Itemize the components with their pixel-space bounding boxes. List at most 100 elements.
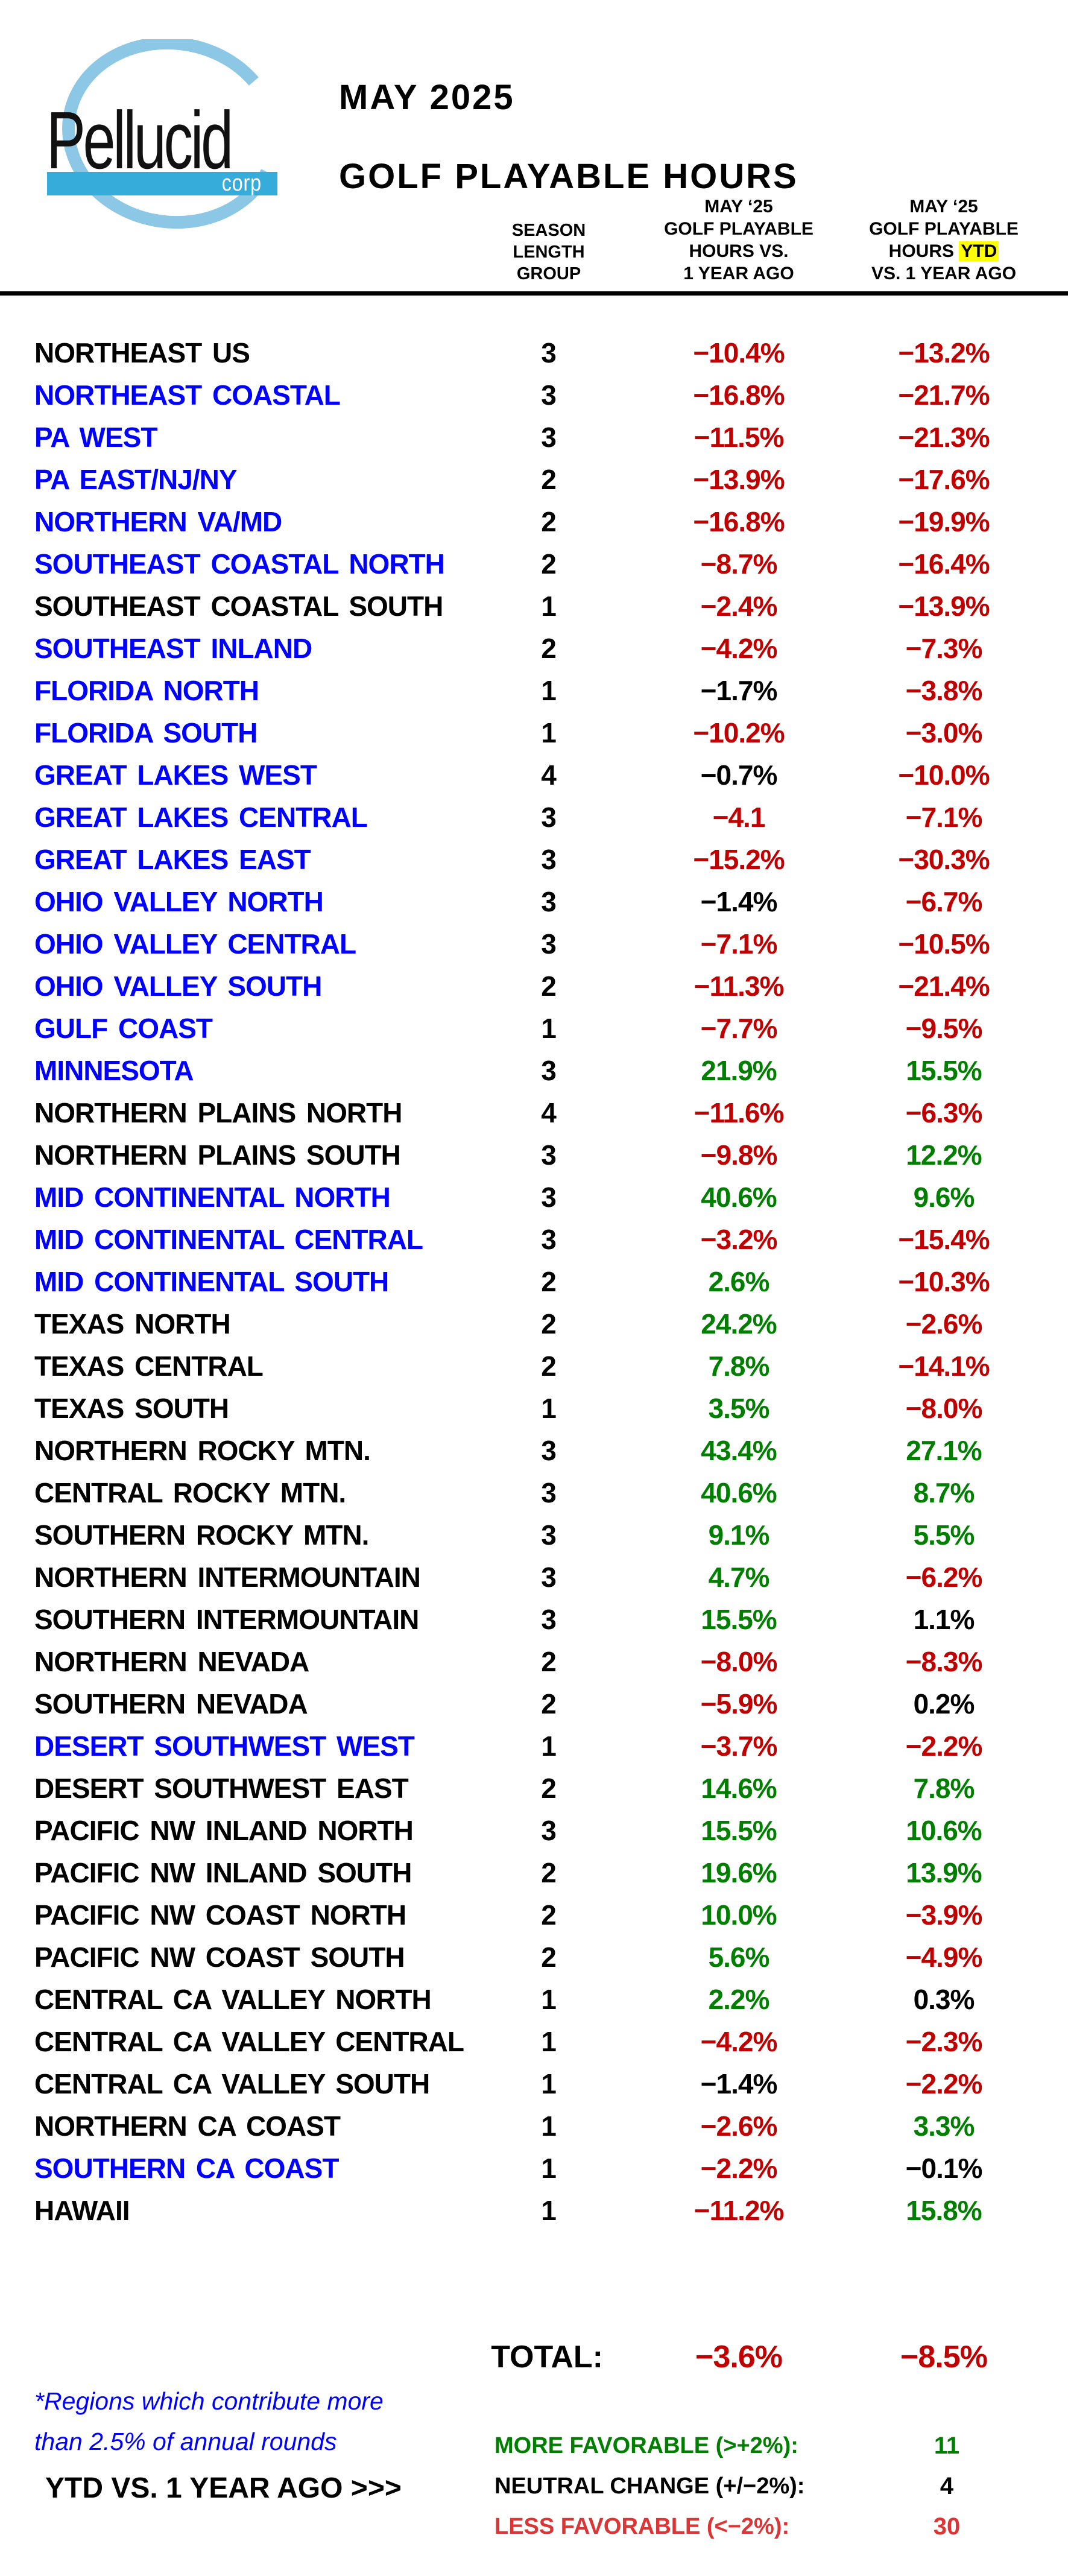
column-header-month-vs-year-ago: MAY ‘25 GOLF PLAYABLE HOURS VS. 1 YEAR A… <box>621 195 856 285</box>
ytd-vs-year-ago-value: −8.0% <box>905 1393 983 1424</box>
month-vs-year-ago-value: −8.7% <box>700 548 778 580</box>
table-row: PACIFIC NW COAST NORTH 2 10.0% −3.9% <box>0 1894 1068 1936</box>
season-length-group-value: 3 <box>541 1815 557 1846</box>
col2-header-line: VS. 1 YEAR AGO <box>871 264 1017 283</box>
logo-ellipse-icon <box>62 39 282 229</box>
ytd-vs-year-ago-value: −2.2% <box>905 2068 983 2100</box>
month-vs-year-ago-value: 14.6% <box>701 1773 777 1804</box>
region-label: NORTHERN ROCKY MTN. <box>34 1435 371 1466</box>
month-vs-year-ago-value: 9.1% <box>708 1519 770 1551</box>
region-label: NORTHERN CA COAST <box>34 2110 341 2142</box>
month-vs-year-ago-value: 19.6% <box>701 1857 777 1888</box>
title-subject: GOLF PLAYABLE HOURS <box>339 157 798 196</box>
month-vs-year-ago-value: −3.2% <box>700 1224 778 1255</box>
month-vs-year-ago-value: −1.7% <box>700 675 778 706</box>
table-row: DESERT SOUTHWEST WEST 1 −3.7% −2.2% <box>0 1725 1068 1767</box>
ytd-vs-year-ago-value: −10.3% <box>898 1266 990 1297</box>
total-row: TOTAL: −3.6% −8.5% <box>0 2333 1068 2381</box>
month-vs-year-ago-value: 15.5% <box>701 1815 777 1846</box>
table-row: NORTHERN PLAINS SOUTH 3 −9.8% 12.2% <box>0 1134 1068 1176</box>
table-row: SOUTHERN ROCKY MTN. 3 9.1% 5.5% <box>0 1514 1068 1556</box>
month-vs-year-ago-value: −7.7% <box>700 1013 778 1044</box>
page-title: MAY 2025 GOLF PLAYABLE HOURS <box>339 77 798 197</box>
month-vs-year-ago-value: 21.9% <box>701 1055 777 1086</box>
table-row: TEXAS CENTRAL 2 7.8% −14.1% <box>0 1345 1068 1387</box>
legend-count: 11 <box>934 2432 960 2459</box>
table-row: CENTRAL CA VALLEY NORTH 1 2.2% 0.3% <box>0 1978 1068 2021</box>
ytd-vs-year-ago-value: −9.5% <box>905 1013 983 1044</box>
month-vs-year-ago-value: −10.2% <box>693 717 785 748</box>
season-length-group-value: 1 <box>541 2195 557 2226</box>
table-row: SOUTHERN CA COAST 1 −2.2% −0.1% <box>0 2147 1068 2189</box>
month-vs-year-ago-value: −0.7% <box>700 759 778 791</box>
ytd-vs-year-ago-value: −6.2% <box>905 1562 983 1593</box>
ytd-vs-year-ago-value: 12.2% <box>906 1139 982 1171</box>
season-length-group-value: 1 <box>541 590 557 622</box>
month-vs-year-ago-value: 24.2% <box>701 1308 777 1340</box>
month-vs-year-ago-value: 7.8% <box>708 1350 770 1382</box>
month-vs-year-ago-value: −11.6% <box>694 1097 785 1128</box>
region-label: CENTRAL CA VALLEY NORTH <box>34 1984 432 2015</box>
col1-header-line: MAY ‘25 <box>704 197 773 217</box>
season-length-group-value: 3 <box>541 1139 557 1171</box>
region-label: PA EAST/NJ/NY <box>34 464 238 495</box>
table-row: OHIO VALLEY NORTH 3 −1.4% −6.7% <box>0 881 1068 923</box>
ytd-vs-year-ago-value: 27.1% <box>906 1435 982 1466</box>
table-row: PACIFIC NW COAST SOUTH 2 5.6% −4.9% <box>0 1936 1068 1978</box>
season-length-group-value: 2 <box>541 548 557 580</box>
ytd-vs-year-ago-value: 9.6% <box>913 1182 975 1213</box>
col1-header-line: GOLF PLAYABLE <box>664 219 814 239</box>
region-label: SOUTHEAST INLAND <box>34 633 312 664</box>
ytd-vs-year-ago-value: −21.3% <box>898 422 990 453</box>
month-vs-year-ago-value: −10.4% <box>693 337 785 369</box>
ytd-vs-year-ago-value: −4.9% <box>905 1941 983 1973</box>
legend-item: LESS FAVORABLE (<−2%): 30 <box>495 2507 1019 2547</box>
region-label: SOUTHERN ROCKY MTN. <box>34 1519 369 1551</box>
ytd-vs-year-ago-value: −2.2% <box>905 1730 983 1762</box>
region-label: PACIFIC NW INLAND NORTH <box>34 1815 414 1846</box>
region-label: CENTRAL CA VALLEY SOUTH <box>34 2068 430 2100</box>
region-label: PACIFIC NW INLAND SOUTH <box>34 1857 412 1888</box>
footnote: *Regions which contribute more than 2.5%… <box>34 2381 384 2462</box>
table-row: SOUTHEAST INLAND 2 −4.2% −7.3% <box>0 627 1068 669</box>
table-row: NORTHERN ROCKY MTN. 3 43.4% 27.1% <box>0 1429 1068 1472</box>
region-label: CENTRAL ROCKY MTN. <box>34 1477 346 1508</box>
season-length-group-value: 3 <box>541 802 557 833</box>
month-vs-year-ago-value: −2.6% <box>700 2110 778 2142</box>
col2-hours-text: HOURS <box>888 241 959 261</box>
ytd-vs-year-ago-value: −16.4% <box>898 548 990 580</box>
col2-header-line: GOLF PLAYABLE <box>869 219 1019 239</box>
season-length-group-value: 2 <box>541 1266 557 1297</box>
season-length-group-value: 1 <box>541 2153 557 2184</box>
month-vs-year-ago-value: 40.6% <box>701 1182 777 1213</box>
season-length-group-value: 1 <box>541 1730 557 1762</box>
ytd-vs-year-ago-value: 15.5% <box>906 1055 982 1086</box>
region-label: NORTHERN PLAINS SOUTH <box>34 1139 401 1171</box>
ytd-vs-year-ago-value: 0.3% <box>913 1984 975 2015</box>
region-label: NORTHEAST COASTAL <box>34 379 341 411</box>
ytd-vs-year-ago-value: −17.6% <box>898 464 990 495</box>
ytd-vs-year-ago-value: 13.9% <box>906 1857 982 1888</box>
table-row: HAWAII 1 −11.2% 15.8% <box>0 2189 1068 2232</box>
month-vs-year-ago-value: 15.5% <box>701 1604 777 1635</box>
ytd-pointer-label: YTD VS. 1 YEAR AGO >>> <box>45 2472 402 2504</box>
region-label: DESERT SOUTHWEST WEST <box>34 1730 415 1762</box>
month-vs-year-ago-value: −2.2% <box>700 2153 778 2184</box>
ytd-vs-year-ago-value: −3.0% <box>905 717 983 748</box>
table-row: DESERT SOUTHWEST EAST 2 14.6% 7.8% <box>0 1767 1068 1809</box>
region-label: SOUTHERN CA COAST <box>34 2153 339 2184</box>
month-vs-year-ago-value: 2.2% <box>708 1984 770 2015</box>
title-month: MAY 2025 <box>339 78 515 117</box>
col2-header-line: HOURS YTD <box>826 240 1061 262</box>
season-length-group-value: 3 <box>541 886 557 917</box>
season-length-group-value: 4 <box>541 1097 557 1128</box>
region-label: PA WEST <box>34 422 157 453</box>
season-length-group-value: 1 <box>541 675 557 706</box>
season-length-group-value: 4 <box>541 759 557 791</box>
season-length-group-value: 3 <box>541 1519 557 1551</box>
table-row: SOUTHERN NEVADA 2 −5.9% 0.2% <box>0 1683 1068 1725</box>
legend-item: MORE FAVORABLE (>+2%): 11 <box>495 2426 1019 2466</box>
month-vs-year-ago-value: −1.4% <box>700 2068 778 2100</box>
header-divider-line <box>0 291 1068 296</box>
col1-header-line: HOURS VS. <box>689 241 789 261</box>
